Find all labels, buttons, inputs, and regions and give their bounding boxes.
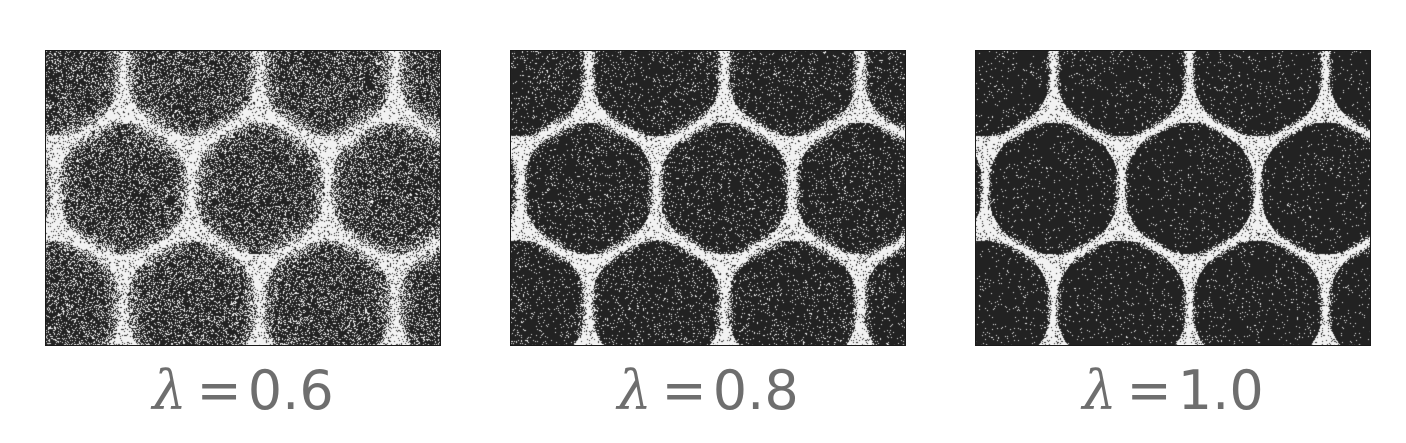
lambda-value: 0.8: [712, 359, 799, 422]
lambda-symbol: λ: [1082, 359, 1117, 422]
pattern-panel-lambda-0-6: [45, 50, 441, 346]
pattern-image: [510, 50, 906, 346]
lambda-value: 0.6: [247, 359, 334, 422]
panel-caption: λ = 0.8: [510, 356, 906, 426]
pattern-panel-lambda-0-8: [510, 50, 906, 346]
pattern-image: [45, 50, 441, 346]
lambda-symbol: λ: [617, 359, 652, 422]
equals-sign: =: [196, 359, 242, 422]
pattern-panel-lambda-1-0: [975, 50, 1371, 346]
panel-caption: λ = 1.0: [975, 356, 1371, 426]
pattern-image: [975, 50, 1371, 346]
lambda-symbol: λ: [152, 359, 187, 422]
panel-caption: λ = 0.6: [45, 356, 441, 426]
equals-sign: =: [1126, 359, 1172, 422]
lambda-value: 1.0: [1177, 359, 1264, 422]
equals-sign: =: [661, 359, 707, 422]
